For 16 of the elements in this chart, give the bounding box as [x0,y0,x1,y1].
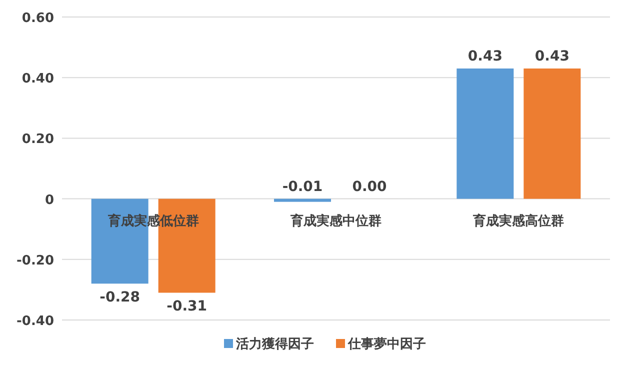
data-label: 0.43 [468,48,502,65]
y-tick-label: -0.20 [16,253,54,268]
legend-label: 仕事夢中因子 [347,337,426,352]
x-tick-label: 育成実感中位群 [290,212,382,229]
y-tick-label: 0 [44,192,54,208]
data-label: -0.31 [166,298,208,315]
y-tick-label: -0.40 [16,314,54,329]
legend-label: 活力獲得因子 [235,337,314,352]
y-tick-label: 0.60 [22,11,54,26]
data-label: 0.43 [534,48,570,65]
data-label: -0.01 [282,178,323,195]
y-tick-label: 0.20 [22,132,54,148]
data-label: -0.28 [100,290,140,306]
x-tick-label: 育成実感高位群 [472,212,564,229]
data-label: 0.00 [352,178,388,195]
y-tick-label: 0.40 [22,72,54,87]
